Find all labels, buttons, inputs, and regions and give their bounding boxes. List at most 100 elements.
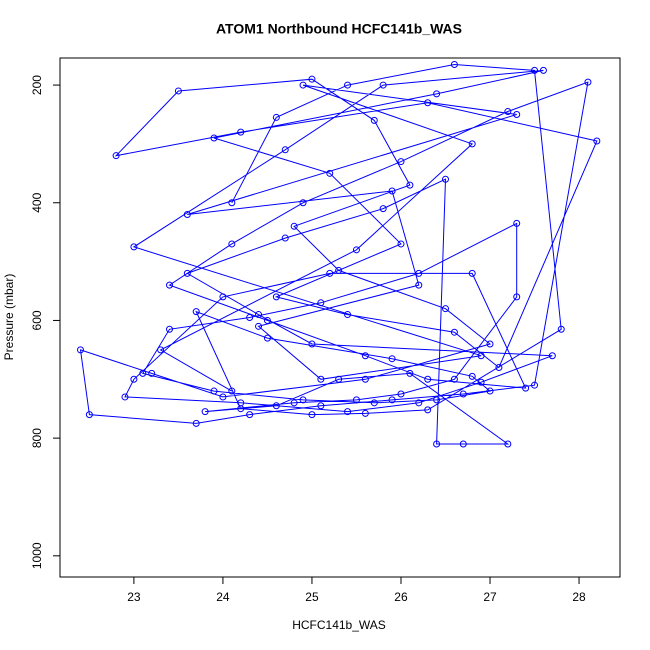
data-point — [459, 440, 467, 448]
data-point — [513, 110, 521, 118]
data-point — [166, 325, 174, 333]
data-point — [513, 293, 521, 301]
data-point — [344, 81, 352, 89]
data-point — [210, 134, 218, 142]
data-point — [424, 375, 432, 383]
data-point — [263, 316, 271, 324]
data-point — [157, 346, 165, 354]
data-point — [219, 293, 227, 301]
data-point — [539, 66, 547, 74]
data-point — [486, 340, 494, 348]
data-point — [112, 152, 120, 160]
data-point — [272, 293, 280, 301]
data-point — [166, 281, 174, 289]
data-point — [121, 393, 129, 401]
data-point — [237, 128, 245, 136]
data-point — [433, 396, 441, 404]
data-point — [317, 402, 325, 410]
data-point — [299, 199, 307, 207]
data-point — [442, 175, 450, 183]
data-point — [192, 419, 200, 427]
data-point — [379, 81, 387, 89]
data-point — [272, 402, 280, 410]
data-line — [79, 63, 598, 445]
data-point — [468, 140, 476, 148]
data-point — [263, 334, 271, 342]
data-point — [255, 311, 263, 319]
data-point — [210, 387, 218, 395]
data-point — [326, 269, 334, 277]
x-tick-label: 26 — [394, 590, 408, 604]
data-point — [415, 399, 423, 407]
data-point — [317, 299, 325, 307]
data-point — [290, 222, 298, 230]
data-point — [513, 219, 521, 227]
data-point — [388, 396, 396, 404]
data-point — [281, 146, 289, 154]
data-point — [361, 352, 369, 360]
data-point — [415, 269, 423, 277]
data-point — [531, 381, 539, 389]
data-point — [361, 375, 369, 383]
data-point — [397, 390, 405, 398]
y-axis-label: Pressure (mbar) — [2, 274, 16, 361]
data-point — [352, 246, 360, 254]
data-point — [379, 205, 387, 213]
data-point — [388, 355, 396, 363]
data-point — [255, 322, 263, 330]
data-point — [584, 78, 592, 86]
data-point — [406, 369, 414, 377]
data-point — [201, 408, 209, 416]
data-point — [504, 108, 512, 116]
data-point — [174, 87, 182, 95]
chart-title: ATOM1 Northbound HCFC141b_WAS — [216, 21, 462, 37]
data-point — [335, 375, 343, 383]
data-point — [486, 387, 494, 395]
y-tick-label: 400 — [30, 192, 44, 212]
data-point — [531, 66, 539, 74]
data-point — [344, 311, 352, 319]
data-point — [388, 187, 396, 195]
data-point — [237, 405, 245, 413]
data-point — [183, 211, 191, 219]
data-point — [308, 75, 316, 83]
data-point — [228, 199, 236, 207]
data-point — [424, 99, 432, 107]
data-point — [450, 375, 458, 383]
data-point — [548, 352, 556, 360]
data-point — [317, 375, 325, 383]
data-point — [335, 266, 343, 274]
data-point — [344, 408, 352, 416]
x-axis-label: HCFC141b_WAS — [292, 618, 386, 632]
data-point — [370, 399, 378, 407]
data-point — [468, 372, 476, 380]
data-point — [433, 90, 441, 98]
data-point — [290, 399, 298, 407]
data-point — [397, 240, 405, 248]
data-point — [424, 406, 432, 414]
x-tick-label: 27 — [483, 590, 497, 604]
data-point — [76, 346, 84, 354]
x-tick-label: 23 — [127, 590, 141, 604]
data-point — [299, 396, 307, 404]
data-point — [361, 409, 369, 417]
data-point — [450, 60, 458, 68]
data-point — [308, 340, 316, 348]
data-point — [593, 137, 601, 145]
x-tick-label: 24 — [216, 590, 230, 604]
data-point — [522, 384, 530, 392]
data-point — [281, 234, 289, 242]
data-point — [415, 281, 423, 289]
data-point — [504, 440, 512, 448]
plot-frame — [59, 57, 621, 578]
y-tick-label: 1000 — [30, 542, 44, 569]
data-point — [406, 181, 414, 189]
data-point — [130, 375, 138, 383]
data-point — [397, 158, 405, 166]
data-point — [85, 411, 93, 419]
data-point — [246, 411, 254, 419]
data-point — [139, 369, 147, 377]
data-point — [299, 81, 307, 89]
data-point — [148, 369, 156, 377]
